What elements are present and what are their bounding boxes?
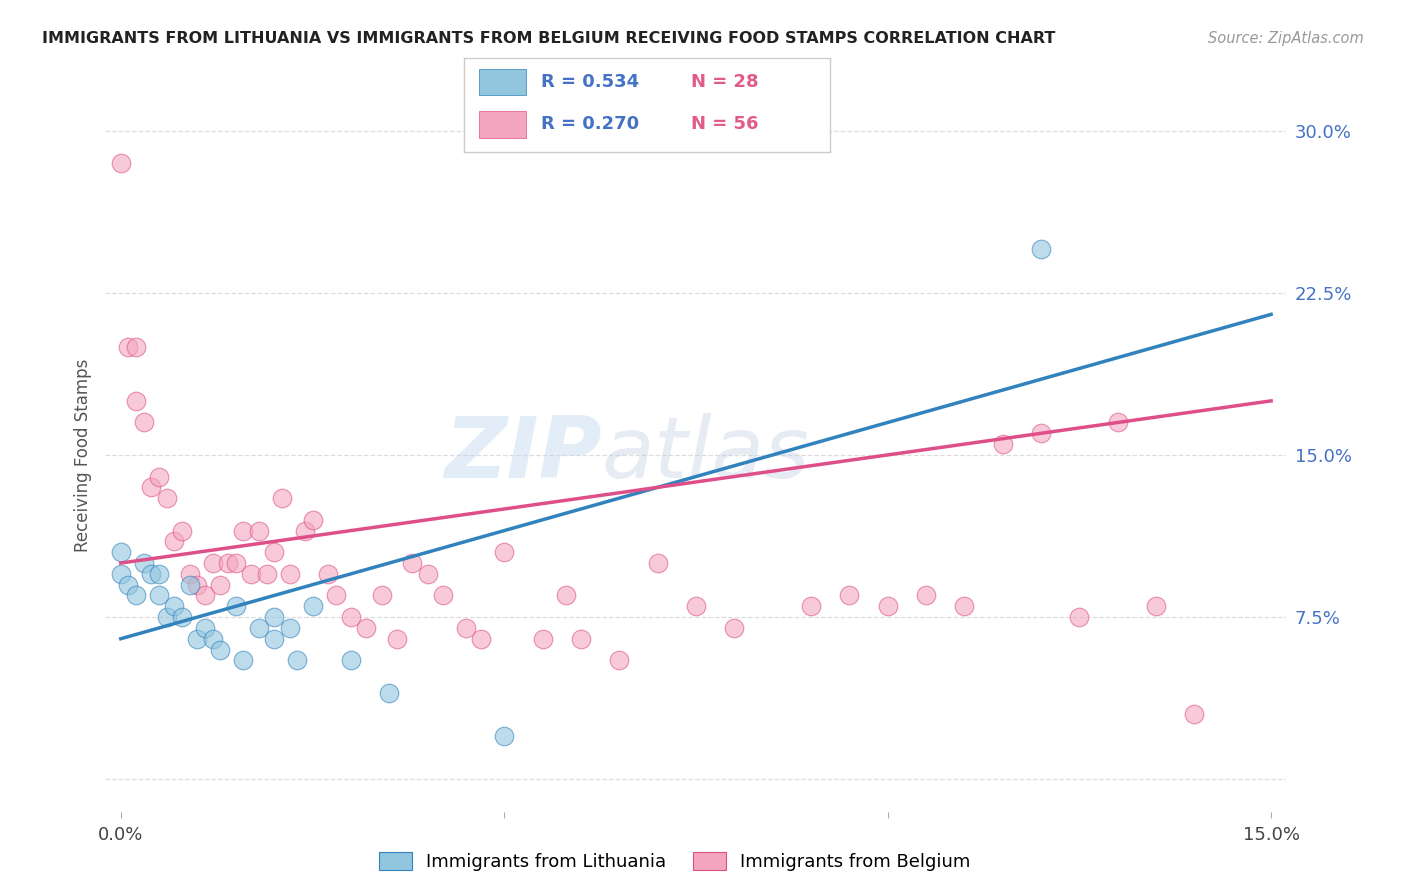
Point [454, 621, 477, 635]
Point [401, 556, 423, 570]
Point [470, 632, 492, 646]
Point [607, 653, 630, 667]
Point [554, 589, 576, 603]
Point [240, 566, 263, 581]
Point [432, 589, 454, 603]
Point [110, 156, 132, 170]
Point [179, 577, 201, 591]
Point [225, 599, 247, 614]
Point [494, 729, 516, 743]
Point [278, 566, 301, 581]
Point [876, 599, 898, 614]
Point [1184, 707, 1206, 722]
Point [301, 599, 323, 614]
Point [294, 524, 316, 538]
Bar [478, 70, 526, 95]
Point [209, 642, 232, 657]
Point [172, 610, 194, 624]
Point [531, 632, 554, 646]
Text: R = 0.270: R = 0.270 [541, 115, 638, 134]
Point [117, 577, 139, 591]
Point [800, 599, 823, 614]
Legend: Immigrants from Lithuania, Immigrants from Belgium: Immigrants from Lithuania, Immigrants fr… [373, 846, 977, 879]
Text: Source: ZipAtlas.com: Source: ZipAtlas.com [1208, 31, 1364, 46]
Point [232, 524, 254, 538]
Point [301, 513, 323, 527]
Point [186, 577, 208, 591]
Text: N = 56: N = 56 [690, 115, 758, 134]
Point [569, 632, 592, 646]
Text: N = 28: N = 28 [690, 73, 758, 91]
Point [378, 686, 401, 700]
Point [117, 340, 139, 354]
Bar [478, 112, 526, 137]
Point [316, 566, 339, 581]
Text: ZIP: ZIP [444, 413, 602, 497]
Point [186, 632, 208, 646]
Point [1144, 599, 1167, 614]
Point [1069, 610, 1091, 624]
Point [148, 469, 170, 483]
Text: R = 0.534: R = 0.534 [541, 73, 638, 91]
Point [340, 610, 363, 624]
Point [209, 577, 232, 591]
Point [838, 589, 860, 603]
Point [647, 556, 669, 570]
Point [156, 610, 179, 624]
Point [132, 416, 155, 430]
Point [723, 621, 745, 635]
Point [194, 589, 217, 603]
Point [125, 589, 148, 603]
Point [685, 599, 707, 614]
Point [263, 632, 285, 646]
Y-axis label: Receiving Food Stamps: Receiving Food Stamps [73, 359, 91, 551]
Point [1107, 416, 1129, 430]
Point [1029, 243, 1052, 257]
Point [110, 566, 132, 581]
Point [201, 556, 224, 570]
Point [156, 491, 179, 505]
Point [416, 566, 439, 581]
Point [385, 632, 408, 646]
Point [278, 621, 301, 635]
Point [354, 621, 377, 635]
Point [179, 566, 201, 581]
Text: atlas: atlas [602, 413, 810, 497]
Point [247, 524, 270, 538]
Point [270, 491, 292, 505]
Point [217, 556, 239, 570]
Point [125, 393, 148, 408]
Point [194, 621, 217, 635]
Point [247, 621, 270, 635]
Point [285, 653, 308, 667]
Point [148, 589, 170, 603]
Point [263, 610, 285, 624]
Point [148, 566, 170, 581]
Point [141, 566, 163, 581]
Point [225, 556, 247, 570]
Point [1029, 426, 1052, 441]
Point [232, 653, 254, 667]
Point [110, 545, 132, 559]
Point [163, 599, 186, 614]
Point [141, 480, 163, 494]
Point [163, 534, 186, 549]
Point [132, 556, 155, 570]
Point [125, 340, 148, 354]
Point [201, 632, 224, 646]
Point [915, 589, 938, 603]
Point [325, 589, 347, 603]
Point [370, 589, 392, 603]
Point [263, 545, 285, 559]
Point [256, 566, 278, 581]
Point [953, 599, 976, 614]
Point [494, 545, 516, 559]
Point [340, 653, 363, 667]
Point [991, 437, 1014, 451]
Text: IMMIGRANTS FROM LITHUANIA VS IMMIGRANTS FROM BELGIUM RECEIVING FOOD STAMPS CORRE: IMMIGRANTS FROM LITHUANIA VS IMMIGRANTS … [42, 31, 1056, 46]
Point [172, 524, 194, 538]
